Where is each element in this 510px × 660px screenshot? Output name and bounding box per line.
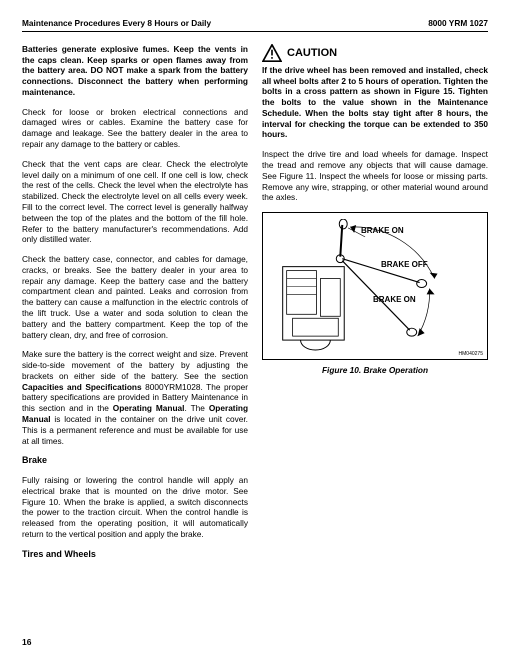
para-inspect-tires: Inspect the drive tire and load wheels f…	[262, 149, 488, 203]
brake-heading: Brake	[22, 455, 248, 467]
figure-id: HM040275	[458, 351, 484, 358]
page-header: Maintenance Procedures Every 8 Hours or …	[22, 18, 488, 29]
tires-heading: Tires and Wheels	[22, 549, 248, 561]
p5g: is located in the container on the drive…	[22, 414, 248, 446]
figure-10: BRAKE ON BRAKE OFF BRAKE ON HM040275	[262, 212, 488, 360]
para-battery-case: Check the battery case, connector, and c…	[22, 254, 248, 340]
header-left: Maintenance Procedures Every 8 Hours or …	[22, 18, 211, 29]
p5e: . The	[184, 403, 208, 413]
caution-row: CAUTION	[262, 44, 488, 62]
caution-block: CAUTION If the drive wheel has been remo…	[262, 44, 488, 140]
brake-diagram	[269, 219, 481, 353]
label-brake-off: BRAKE OFF	[381, 260, 428, 270]
p5b: Capacities and Specifications	[22, 382, 142, 392]
label-brake-on-bot: BRAKE ON	[373, 295, 416, 305]
para-brake: Fully raising or lowering the control ha…	[22, 475, 248, 540]
para-battery-weight: Make sure the battery is the correct wei…	[22, 349, 248, 446]
label-brake-on-top: BRAKE ON	[361, 226, 404, 236]
header-right: 8000 YRM 1027	[428, 18, 488, 29]
para-vent-caps: Check that the vent caps are clear. Chec…	[22, 159, 248, 245]
caution-label: CAUTION	[287, 46, 337, 60]
p5d: Operating Manual	[113, 403, 185, 413]
body-columns: Batteries generate explosive fumes. Keep…	[22, 44, 488, 614]
header-rule	[22, 31, 488, 32]
para-connections: Check for loose or broken electrical con…	[22, 107, 248, 150]
caution-icon	[262, 44, 282, 62]
page-number: 16	[22, 637, 31, 648]
warning-batteries: Batteries generate explosive fumes. Keep…	[22, 44, 248, 98]
p5a: Make sure the battery is the correct wei…	[22, 349, 248, 381]
figure-caption: Figure 10. Brake Operation	[262, 365, 488, 376]
para-caution-body: If the drive wheel has been removed and …	[262, 65, 488, 140]
figure-block: BRAKE ON BRAKE OFF BRAKE ON HM040275 Fig…	[262, 212, 488, 376]
